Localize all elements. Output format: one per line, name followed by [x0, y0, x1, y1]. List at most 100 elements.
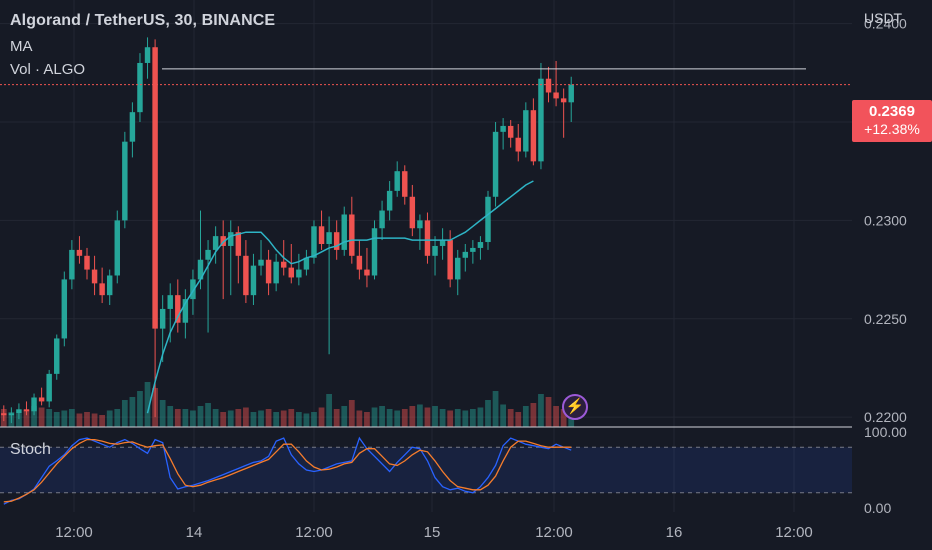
candle: [129, 102, 136, 158]
currency-label[interactable]: USDT: [864, 10, 903, 26]
volume-bar: [469, 409, 476, 427]
time-axis[interactable]: 12:00 14 12:00 15 12:00 16 12:00: [55, 524, 813, 541]
volume-bar: [417, 404, 423, 427]
volume-bar: [129, 397, 136, 427]
volume-bar: [439, 409, 446, 427]
candle: [485, 190, 491, 250]
volume-bar: [522, 406, 529, 427]
candle: [197, 210, 204, 290]
candle: [114, 210, 120, 284]
volume-bar: [167, 406, 174, 427]
price-tick-label: 0.2200: [864, 409, 907, 425]
candle: [530, 98, 537, 166]
lightning-icon[interactable]: ⚡: [562, 394, 588, 420]
volume-legend[interactable]: Vol · ALGO: [10, 61, 86, 78]
ma-legend[interactable]: MA: [10, 38, 33, 55]
volume-bar: [348, 400, 355, 427]
candles[interactable]: [1, 37, 574, 424]
candle: [477, 236, 484, 260]
volume-bar: [356, 410, 363, 427]
volume-bar: [144, 382, 151, 427]
candle: [379, 200, 385, 241]
volume-bar: [31, 406, 37, 427]
candle: [568, 76, 574, 122]
symbol-title[interactable]: Algorand / TetherUS, 30, BINANCE: [10, 12, 276, 29]
candle: [349, 196, 355, 264]
time-tick-label: 12:00: [295, 524, 333, 541]
candle: [76, 236, 83, 264]
volume-bar: [333, 409, 340, 427]
candle: [54, 334, 60, 380]
last-price-value: 0.2369: [869, 103, 915, 120]
candle: [500, 118, 506, 150]
candle: [462, 244, 469, 272]
volume-bar: [454, 409, 461, 427]
candle: [303, 249, 310, 276]
candle: [38, 387, 45, 406]
volume-bar: [371, 407, 378, 427]
candle: [318, 210, 325, 250]
volume-bar: [227, 410, 234, 427]
ma-line: [146, 180, 534, 414]
candle: [394, 161, 400, 197]
volume-bar: [545, 397, 552, 427]
volume-bar: [288, 409, 295, 427]
candle: [69, 240, 75, 290]
candle: [492, 122, 499, 207]
candle: [182, 289, 189, 339]
candle: [470, 240, 476, 264]
candle: [356, 240, 363, 280]
candle: [220, 220, 226, 300]
stoch-d-line: [3, 438, 572, 503]
candle: [333, 220, 340, 260]
candle: [31, 393, 37, 416]
volume-bar: [273, 412, 280, 427]
volume-bar: [220, 412, 227, 427]
volume-bar: [394, 410, 401, 427]
last-price-change: +12.38%: [864, 121, 920, 137]
candle: [409, 184, 416, 237]
time-tick-label: 14: [186, 524, 203, 541]
candle: [341, 206, 347, 256]
volume-bar: [295, 412, 302, 427]
candle: [23, 401, 30, 416]
candle: [439, 228, 446, 260]
volume-bar: [311, 412, 317, 427]
volume-bar: [99, 415, 106, 427]
candle: [507, 120, 514, 148]
candle: [91, 255, 98, 296]
candle: [371, 220, 378, 280]
time-tick-label: 15: [424, 524, 441, 541]
candle: [46, 369, 52, 408]
volume-bar: [53, 412, 60, 427]
stoch-band: [0, 447, 852, 493]
volume-bar: [91, 413, 98, 427]
volume-bar: [530, 403, 537, 427]
price-tick-label: 0.2300: [864, 212, 907, 228]
time-tick-label: 12:00: [775, 524, 813, 541]
volume-bar: [137, 391, 143, 427]
volume-bar: [409, 406, 416, 427]
volume-bar: [182, 409, 189, 427]
candle: [122, 131, 128, 229]
stoch-legend[interactable]: Stoch: [10, 441, 51, 458]
volume-bar: [84, 412, 90, 427]
candle: [455, 249, 461, 296]
candle: [205, 240, 211, 333]
candle: [364, 247, 370, 288]
volume-bar: [23, 410, 30, 427]
price-tick-label: 0.2250: [864, 311, 907, 327]
candle: [175, 279, 181, 333]
volume-bars: [0, 382, 575, 427]
volume-bar: [243, 407, 249, 427]
volume-bar: [341, 406, 348, 427]
volume-bar: [538, 394, 544, 427]
candle: [326, 216, 332, 355]
volume-bar: [250, 412, 257, 427]
volume-bar: [280, 410, 287, 427]
candle: [212, 226, 219, 264]
candle: [402, 165, 408, 205]
